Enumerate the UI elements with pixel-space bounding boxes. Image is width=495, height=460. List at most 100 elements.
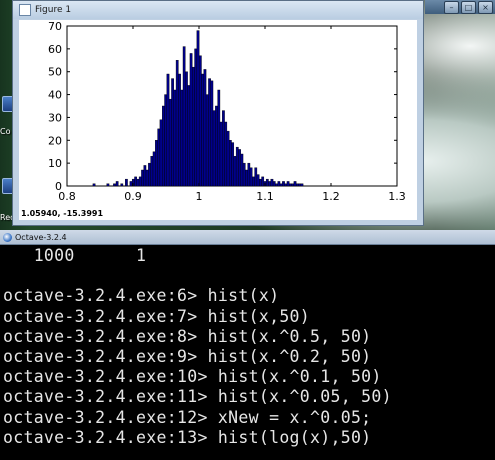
y-tick-label: 0 (55, 180, 62, 193)
histogram-bar (164, 94, 168, 187)
histogram-bar (115, 181, 119, 187)
close-icon[interactable]: × (478, 1, 493, 14)
histogram-bar (277, 181, 281, 187)
histogram-bar (275, 183, 278, 187)
histogram-bar (210, 80, 214, 187)
histogram-bar (219, 121, 223, 187)
coordinate-readout: 1.05940, -15.3991 (21, 209, 104, 218)
console-titlebar[interactable]: Octave-3.2.4 (0, 230, 495, 245)
histogram-bar (168, 98, 172, 187)
x-tick-label: 1 (196, 190, 203, 203)
x-tick-label: 1.1 (256, 190, 274, 203)
histogram-bar (298, 183, 302, 187)
histogram-bar (106, 183, 110, 187)
histogram-bar (228, 140, 232, 187)
histogram-bar (148, 162, 151, 187)
console-output[interactable]: 1000 1 octave-3.2.4.exe:6> hist(x) octave… (3, 246, 392, 448)
histogram-bar (171, 78, 174, 187)
console-line: octave-3.2.4.exe:12> xNew = x.^0.05; (3, 407, 372, 427)
histogram-bar (242, 162, 246, 187)
console-line (3, 266, 392, 286)
histogram-bar (182, 46, 186, 187)
histogram-bar (212, 110, 216, 187)
histogram-chart[interactable]: 0.8 0.9 1 1.1 1.2 1.3 0 10 20 30 40 50 60 70 (19, 20, 417, 220)
histogram-bar (226, 130, 230, 187)
histogram-bar (166, 73, 170, 187)
histogram-bar (233, 156, 237, 187)
histogram-bar (194, 48, 198, 187)
histogram-bar (178, 73, 181, 187)
histogram-bar (203, 69, 207, 187)
x-tick-label: 1.2 (322, 190, 340, 203)
figure-window: Figure 1 0.8 0.9 1 1.1 1.2 1.3 0 10 20 30 40 50 60 70… (12, 0, 424, 226)
histogram-bar (205, 94, 209, 187)
minimize-icon[interactable]: – (444, 1, 459, 14)
histogram-bar (249, 167, 253, 187)
desktop-icon-label: Co (0, 127, 11, 136)
y-tick-label: 50 (48, 66, 62, 79)
maximize-icon[interactable]: □ (461, 1, 476, 14)
histogram-bar (143, 165, 147, 187)
y-tick-label: 10 (48, 157, 62, 170)
histogram-bar (217, 89, 221, 187)
histogram-bar (159, 119, 163, 187)
histogram-bar (157, 128, 161, 187)
histogram-bar (238, 149, 241, 187)
histogram-bar (231, 142, 235, 187)
histogram-bar (284, 183, 288, 187)
y-tick-label: 30 (48, 111, 62, 124)
histogram-bar (208, 78, 211, 187)
console-line: octave-3.2.4.exe:7> hist(x,50) (3, 306, 311, 326)
histogram-bar (138, 176, 142, 187)
histogram-bar (224, 121, 228, 187)
x-tick-label: 0.9 (124, 190, 142, 203)
histogram-bar (120, 183, 124, 187)
y-tick-label: 70 (48, 20, 62, 33)
histogram-bar (185, 71, 188, 187)
y-tick-label: 20 (48, 134, 62, 147)
histogram-bar (245, 169, 248, 187)
histogram-bar (189, 53, 193, 187)
console-line: octave-3.2.4.exe:6> hist(x) (3, 286, 280, 306)
histogram-bar (265, 178, 269, 187)
figure-canvas[interactable]: 0.8 0.9 1 1.1 1.2 1.3 0 10 20 30 40 50 60 70 1.05940,… (19, 20, 417, 220)
histogram-bar (235, 146, 239, 187)
histogram-bar (247, 162, 251, 187)
histogram-bar (279, 183, 283, 187)
histogram-bar (173, 89, 177, 187)
figure-window-title: Figure 1 (35, 5, 72, 15)
histogram-bar (286, 181, 290, 187)
histogram-bar (145, 169, 149, 187)
histogram-bar (256, 174, 260, 187)
histogram-bar (92, 183, 96, 187)
figure-window-icon (19, 4, 31, 16)
histogram-bar (155, 140, 158, 187)
histogram-bar (125, 178, 128, 187)
histogram-bar (201, 73, 204, 187)
y-tick-label: 60 (48, 43, 62, 56)
histogram-bar (268, 181, 271, 187)
histogram-bar (222, 110, 225, 187)
histogram-bar (150, 156, 154, 187)
histogram-bar (259, 178, 262, 187)
histogram-bar (252, 176, 255, 187)
histogram-bar (272, 181, 276, 187)
histogram-bar (136, 178, 140, 187)
background-window-titlebar: – □ × (425, 0, 495, 14)
histogram-bar (129, 181, 133, 187)
histogram-bar (175, 60, 179, 187)
console-window-title: Octave-3.2.4 (15, 232, 67, 242)
octave-console-window[interactable]: Octave-3.2.4 1000 1 octave-3.2.4.exe:6> … (0, 230, 495, 460)
histogram-bar (240, 153, 244, 187)
figure-titlebar[interactable]: Figure 1 (13, 1, 423, 19)
histogram-bar (282, 181, 285, 187)
histogram-bar (295, 183, 299, 187)
console-line: octave-3.2.4.exe:11> hist(x.^0.05, 50) (3, 387, 392, 407)
histogram-bar (254, 167, 258, 187)
histogram-bar (113, 183, 116, 187)
histogram-bar (134, 176, 137, 187)
desktop-icon-label: Rec (0, 213, 15, 222)
histogram-bar (141, 169, 144, 187)
x-tick-label: 0.8 (58, 190, 76, 203)
histogram-bar (162, 105, 165, 187)
